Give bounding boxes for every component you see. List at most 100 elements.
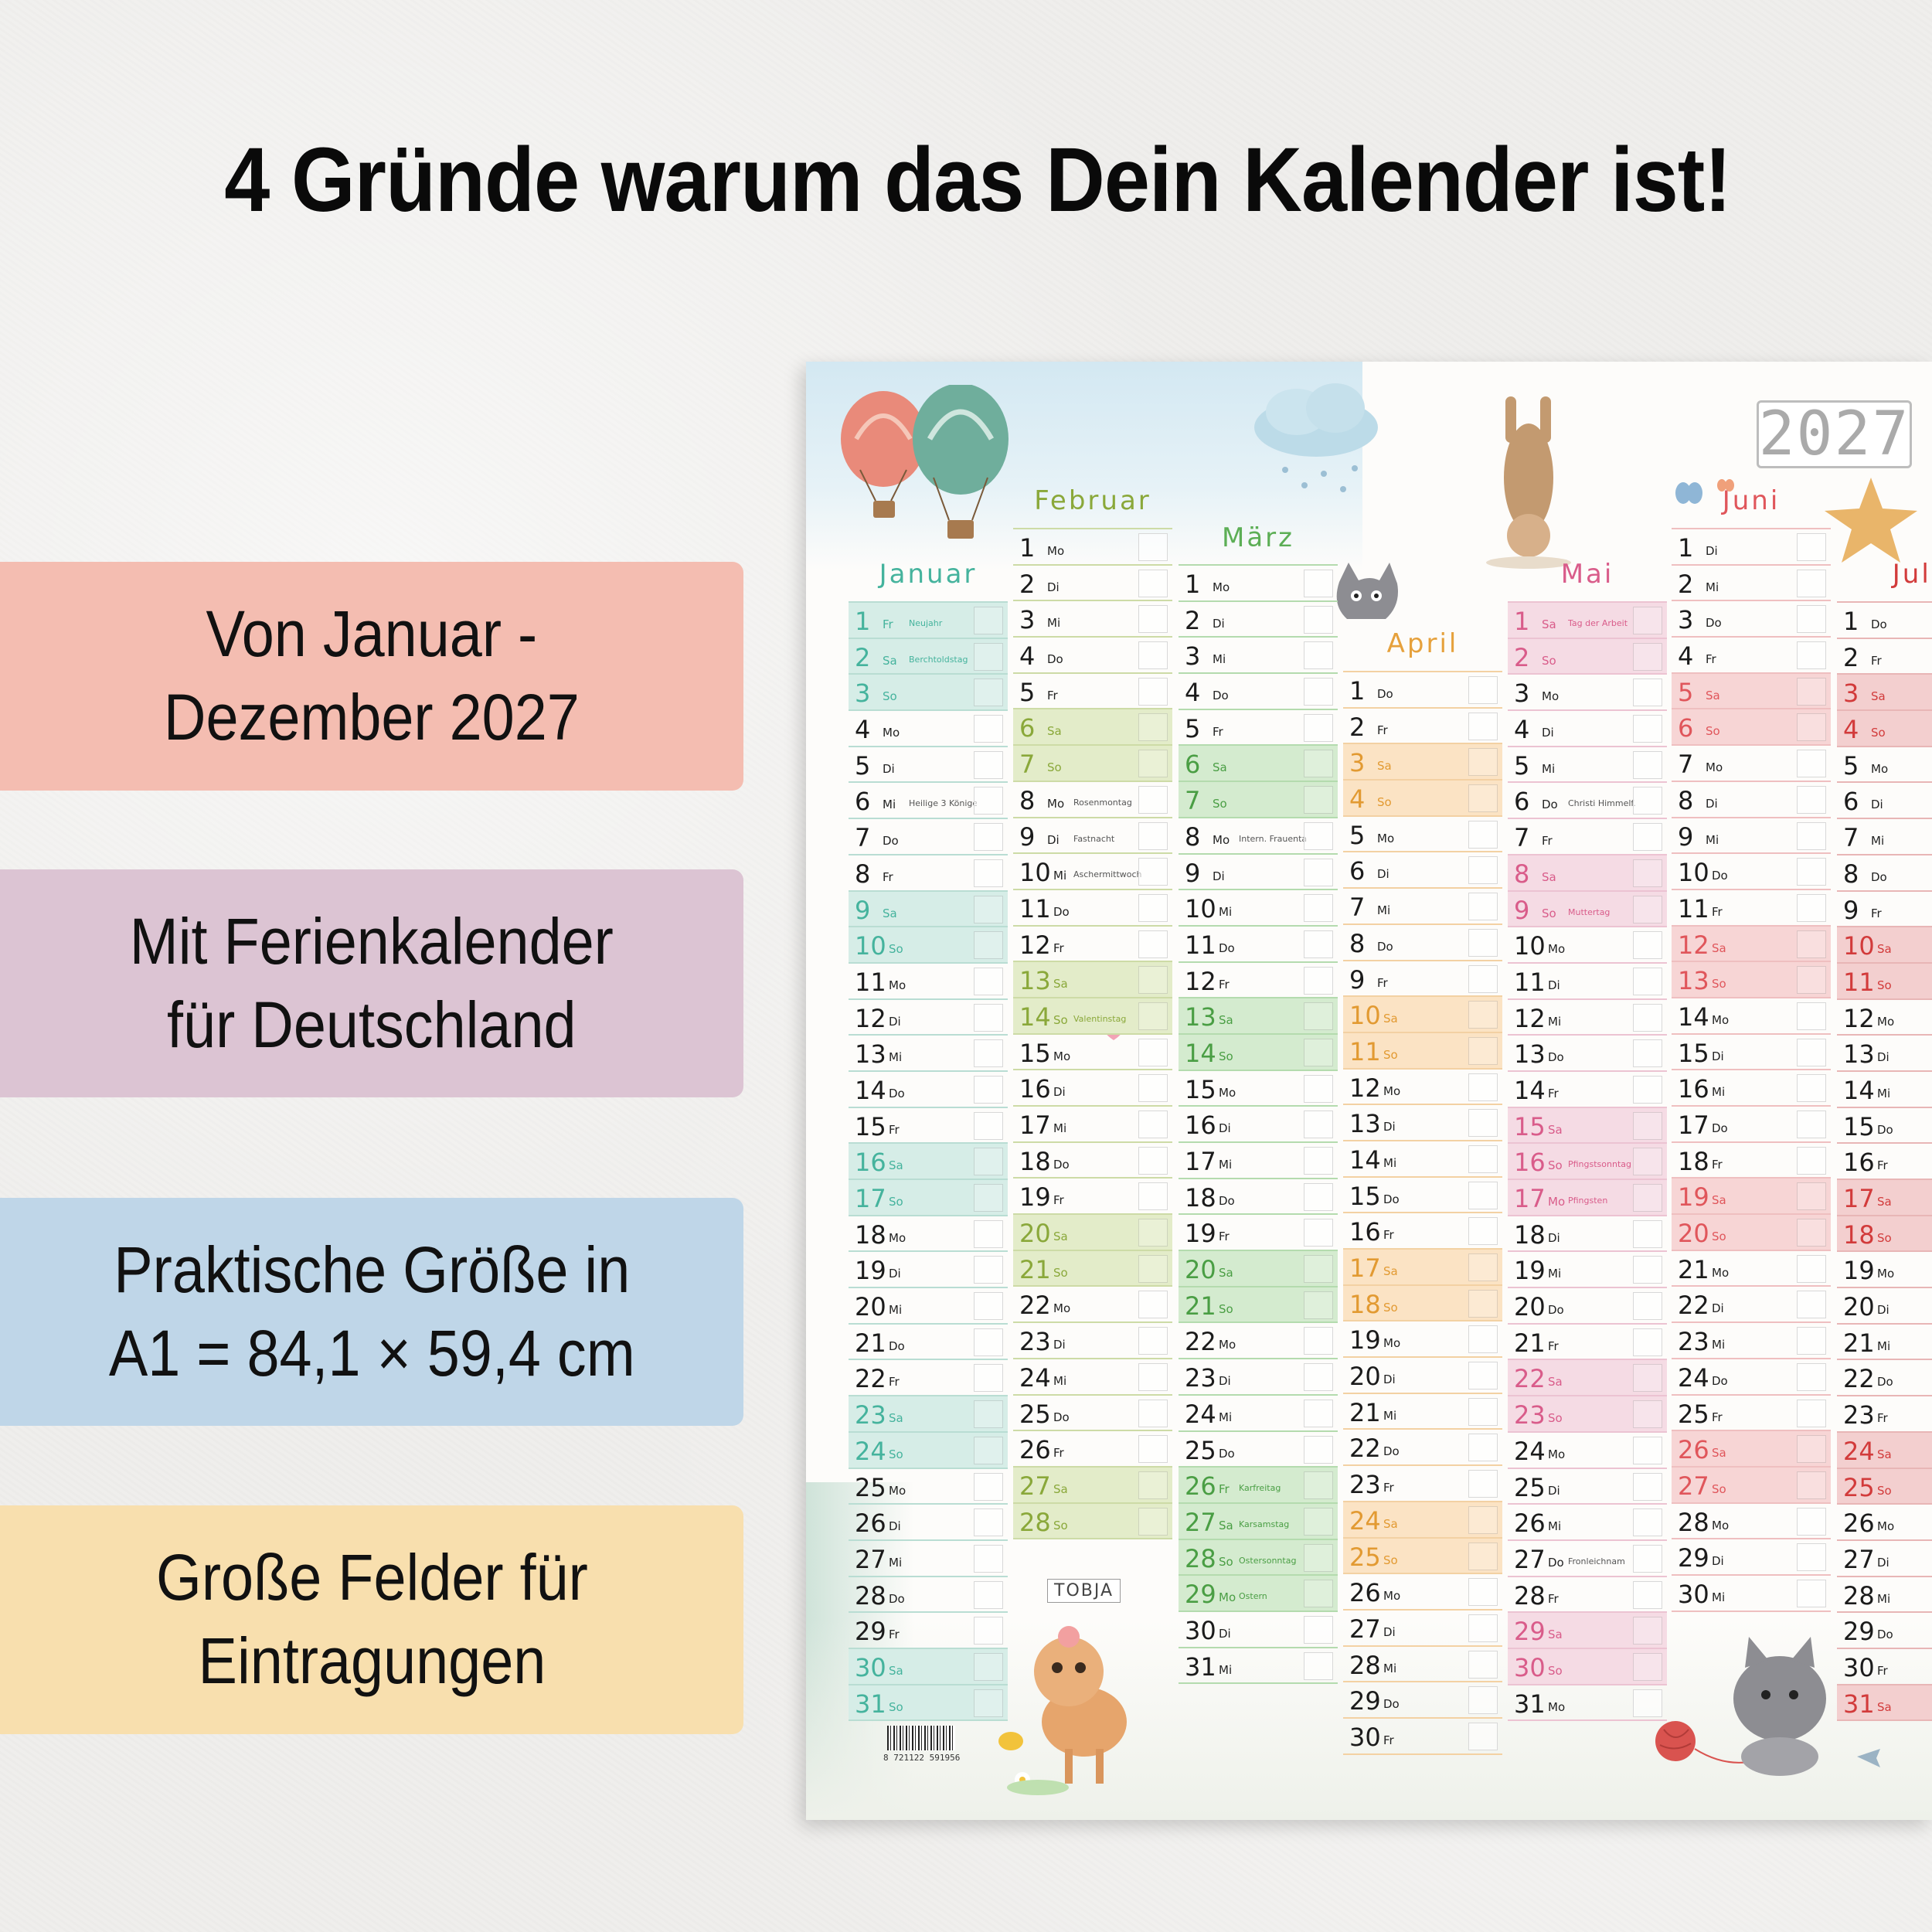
holiday-checkbox[interactable] (1797, 1362, 1826, 1391)
day-row[interactable]: 19 Sa (1672, 1179, 1831, 1216)
holiday-checkbox[interactable] (1797, 1579, 1826, 1607)
day-row[interactable]: 15 Mo (1179, 1071, 1338, 1107)
holiday-checkbox[interactable] (1304, 1002, 1333, 1031)
holiday-checkbox[interactable] (1138, 605, 1168, 634)
holiday-checkbox[interactable] (1468, 1181, 1498, 1209)
holiday-checkbox[interactable] (1468, 1217, 1498, 1246)
day-row[interactable]: 31 So (849, 1685, 1008, 1722)
day-row[interactable]: 15 Sa (1508, 1107, 1667, 1145)
holiday-checkbox[interactable] (1633, 1003, 1662, 1032)
holiday-checkbox[interactable] (1138, 1507, 1168, 1536)
day-row[interactable]: 12 Fr (1179, 963, 1338, 999)
holiday-checkbox[interactable] (1633, 1292, 1662, 1321)
day-row[interactable]: 12 Sa (1672, 926, 1831, 963)
holiday-checkbox[interactable] (1304, 966, 1333, 995)
holiday-checkbox[interactable] (1797, 1219, 1826, 1247)
day-row[interactable]: 17 Sa (1837, 1180, 1932, 1216)
day-row[interactable]: 5 Mi (1508, 747, 1667, 784)
day-row[interactable]: 30 Fr (1837, 1649, 1932, 1685)
holiday-checkbox[interactable] (1304, 1543, 1333, 1572)
holiday-checkbox[interactable] (1304, 1363, 1333, 1392)
day-row[interactable]: 14 Fr (1508, 1072, 1667, 1108)
holiday-checkbox[interactable] (1468, 1578, 1498, 1607)
holiday-checkbox[interactable] (1138, 750, 1168, 778)
holiday-checkbox[interactable] (974, 1364, 1003, 1393)
day-row[interactable]: 14 So (1179, 1034, 1338, 1071)
day-row[interactable]: 5 Sa (1672, 673, 1831, 710)
holiday-checkbox[interactable] (1138, 1399, 1168, 1427)
day-row[interactable]: 7 Do (849, 819, 1008, 855)
day-row[interactable]: 3 Mi (1179, 638, 1338, 675)
holiday-checkbox[interactable] (1633, 787, 1662, 815)
holiday-checkbox[interactable] (1304, 713, 1333, 742)
holiday-checkbox[interactable] (1797, 1254, 1826, 1283)
holiday-checkbox[interactable] (1468, 1722, 1498, 1750)
holiday-checkbox[interactable] (974, 1617, 1003, 1645)
day-row[interactable]: 21 Mi (1343, 1394, 1502, 1430)
day-row[interactable]: 27 Di (1837, 1541, 1932, 1577)
holiday-checkbox[interactable] (1797, 858, 1826, 886)
day-row[interactable]: 8 Di (1672, 782, 1831, 818)
holiday-checkbox[interactable] (1633, 931, 1662, 960)
day-row[interactable]: 28 Fr (1508, 1577, 1667, 1614)
day-row[interactable]: 26 Mo (1343, 1574, 1502, 1611)
day-row[interactable]: 29 Do (1837, 1613, 1932, 1649)
holiday-checkbox[interactable] (1468, 1325, 1498, 1354)
day-row[interactable]: 14 So Valentinstag (1013, 998, 1172, 1035)
day-row[interactable]: 25 So (1837, 1468, 1932, 1505)
day-row[interactable]: 12 Mi (1508, 1000, 1667, 1036)
holiday-checkbox[interactable] (974, 1256, 1003, 1284)
day-row[interactable]: 4 So (1343, 781, 1502, 817)
holiday-checkbox[interactable] (1468, 676, 1498, 704)
day-row[interactable]: 23 Mi (1672, 1323, 1831, 1359)
day-row[interactable]: 3 Sa (1343, 744, 1502, 781)
day-row[interactable]: 2 Fr (1837, 639, 1932, 675)
holiday-checkbox[interactable] (1138, 930, 1168, 958)
day-row[interactable]: 21 So (1013, 1250, 1172, 1287)
day-row[interactable]: 18 Do (1013, 1143, 1172, 1179)
day-row[interactable]: 6 So (1672, 709, 1831, 747)
holiday-checkbox[interactable] (1304, 1327, 1333, 1355)
day-row[interactable]: 9 Sa (849, 891, 1008, 928)
holiday-checkbox[interactable] (1468, 856, 1498, 885)
holiday-checkbox[interactable] (1138, 1146, 1168, 1175)
day-row[interactable]: 20 Do (1508, 1288, 1667, 1325)
day-row[interactable]: 20 Di (1837, 1288, 1932, 1325)
holiday-checkbox[interactable] (1304, 570, 1333, 597)
day-row[interactable]: 24 Sa (1343, 1502, 1502, 1539)
day-row[interactable]: 22 Mo (1013, 1287, 1172, 1324)
day-row[interactable]: 19 Fr (1013, 1179, 1172, 1216)
holiday-checkbox[interactable] (1633, 1184, 1662, 1212)
holiday-checkbox[interactable] (974, 607, 1003, 634)
day-row[interactable]: 16 Fr (1343, 1213, 1502, 1250)
day-row[interactable]: 7 Mo (1672, 746, 1831, 782)
holiday-checkbox[interactable] (1304, 1435, 1333, 1464)
holiday-checkbox[interactable] (1633, 750, 1662, 779)
holiday-checkbox[interactable] (1138, 858, 1168, 886)
day-row[interactable]: 6 Mi Heilige 3 Könige (849, 783, 1008, 820)
day-row[interactable]: 21 So (1179, 1287, 1338, 1324)
day-row[interactable]: 5 Mo (1343, 817, 1502, 853)
day-row[interactable]: 9 Mi (1672, 818, 1831, 855)
holiday-checkbox[interactable] (974, 1039, 1003, 1068)
holiday-checkbox[interactable] (1304, 930, 1333, 958)
day-row[interactable]: 8 Mo Intern. Frauentag (1179, 818, 1338, 855)
holiday-checkbox[interactable] (974, 1544, 1003, 1573)
holiday-checkbox[interactable] (1304, 786, 1333, 815)
day-row[interactable]: 11 So (1837, 963, 1932, 1000)
day-row[interactable]: 25 Di (1508, 1469, 1667, 1505)
day-row[interactable]: 18 Mo (849, 1216, 1008, 1253)
holiday-checkbox[interactable] (1468, 1542, 1498, 1570)
holiday-checkbox[interactable] (1138, 785, 1168, 814)
day-row[interactable]: 23 Fr (1343, 1466, 1502, 1502)
day-row[interactable]: 27 Sa Karsamstag (1179, 1503, 1338, 1540)
holiday-checkbox[interactable] (1468, 1434, 1498, 1462)
day-row[interactable]: 22 Mo (1179, 1323, 1338, 1360)
day-row[interactable]: 28 Do (849, 1577, 1008, 1614)
day-row[interactable]: 15 Do (1343, 1178, 1502, 1214)
day-row[interactable]: 27 Do Fronleichnam (1508, 1541, 1667, 1577)
holiday-checkbox[interactable] (974, 967, 1003, 995)
day-row[interactable]: 7 Mi (1343, 889, 1502, 925)
day-row[interactable]: 3 Mi (1013, 601, 1172, 638)
day-row[interactable]: 24 Mo (1508, 1433, 1667, 1469)
